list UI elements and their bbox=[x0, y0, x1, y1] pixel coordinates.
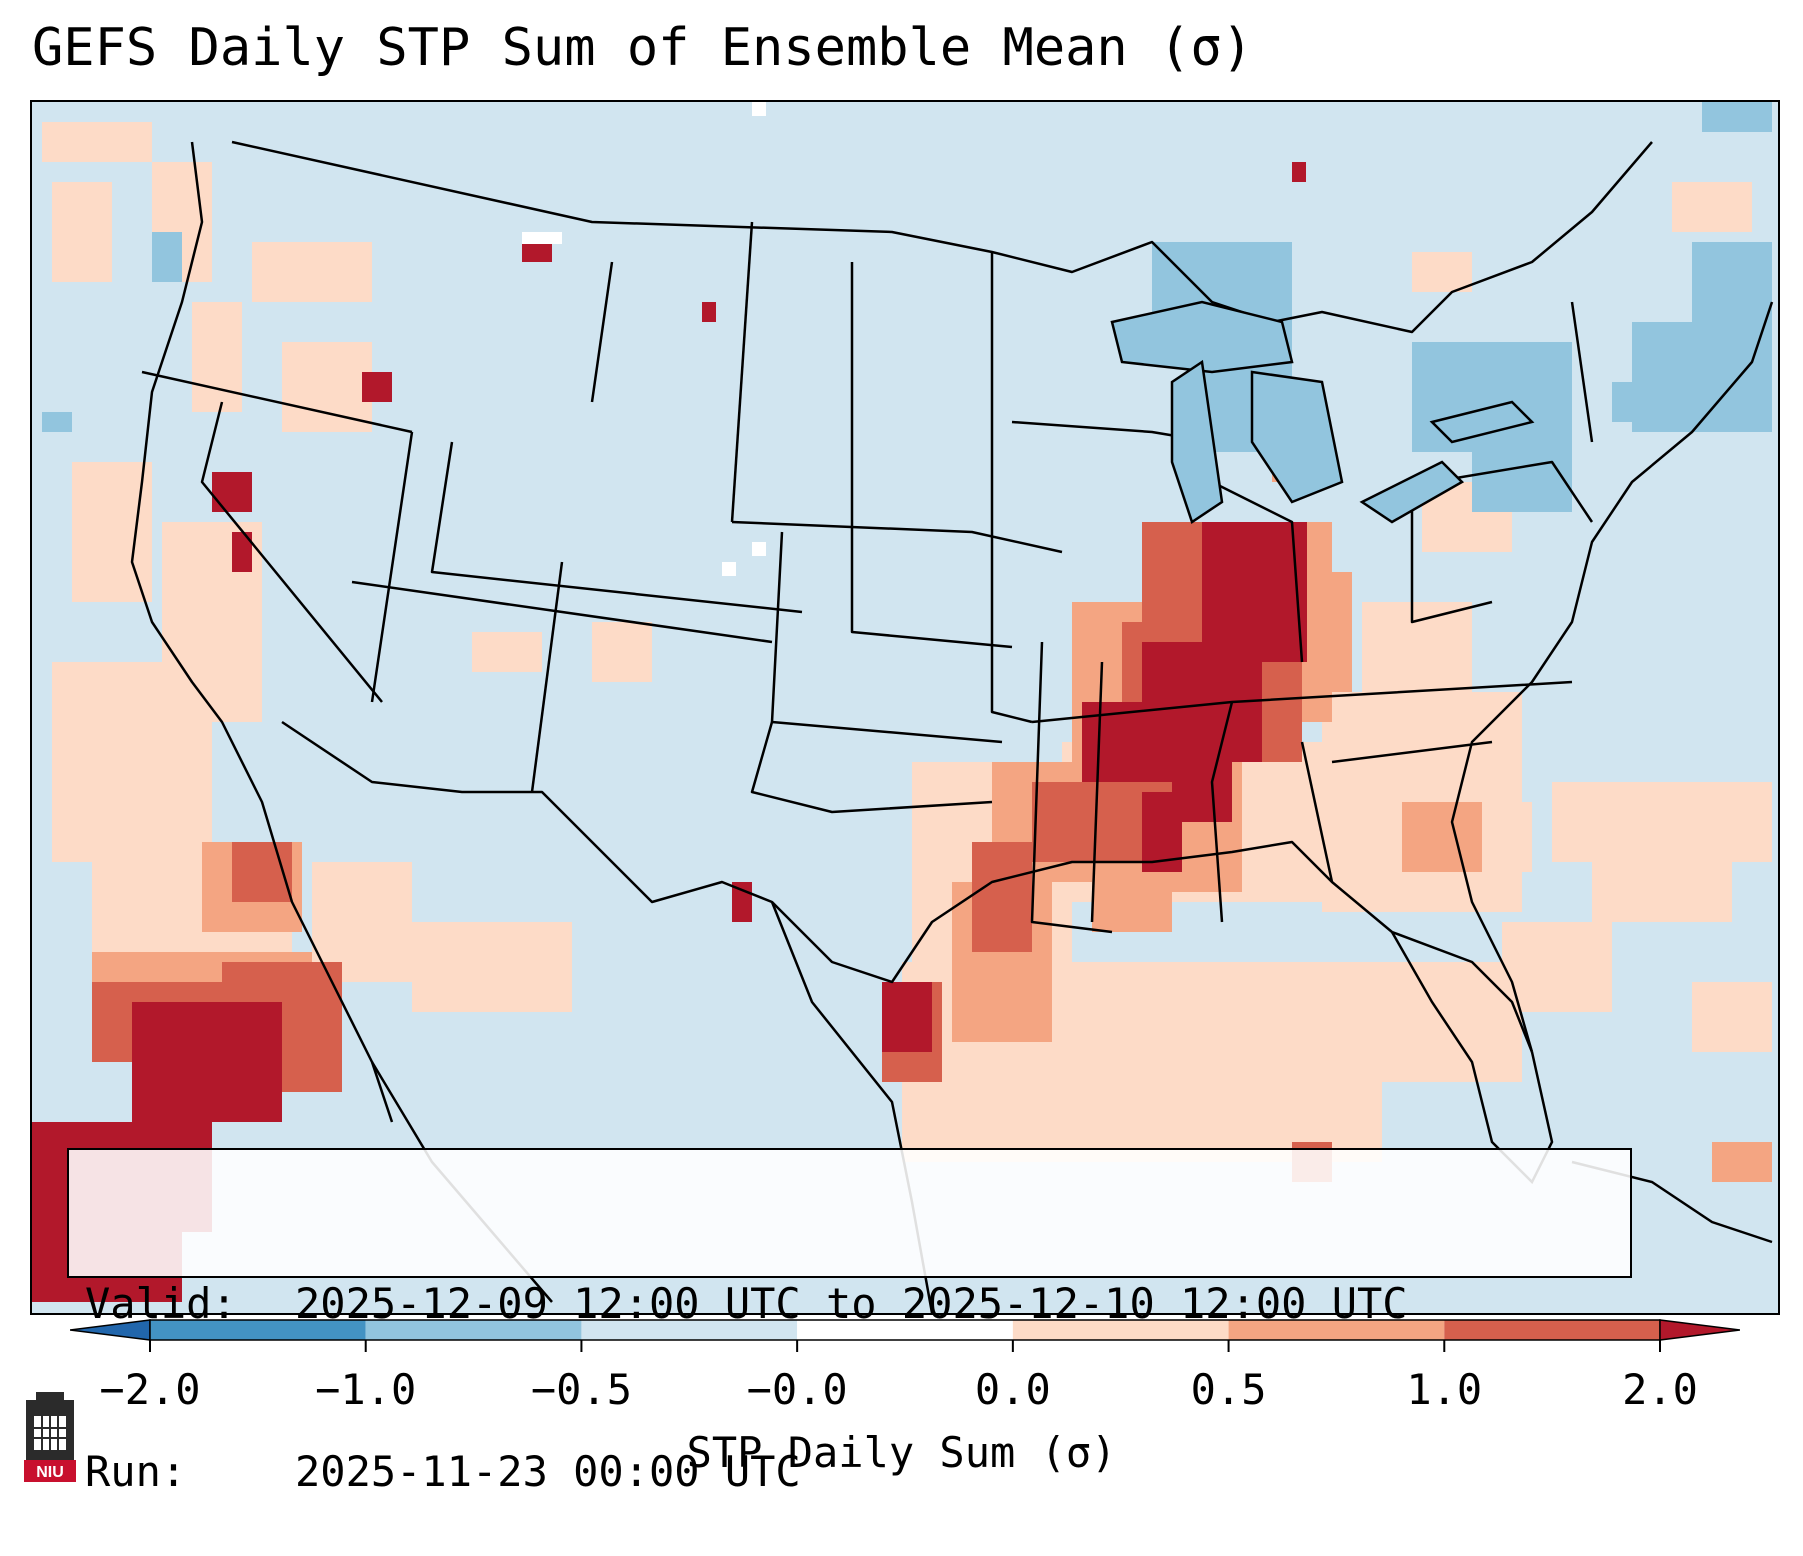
colorbar-tick-label: −0.0 bbox=[746, 1365, 848, 1414]
colorbar-segment bbox=[581, 1320, 798, 1340]
colorbar-tick-label: 2.0 bbox=[1622, 1365, 1698, 1414]
colorbar-extend-low bbox=[70, 1319, 151, 1341]
colorbar-segment bbox=[1444, 1320, 1660, 1340]
map-svg bbox=[32, 102, 1778, 1313]
colorbar-extend-high bbox=[1659, 1319, 1740, 1341]
run-label: Run: bbox=[85, 1447, 187, 1496]
colorbar-tick-label: −2.0 bbox=[99, 1365, 201, 1414]
run-value: 2025-11-23 00:00 UTC bbox=[295, 1447, 801, 1496]
colorbar-segments bbox=[149, 1319, 1661, 1341]
colorbar-segment bbox=[1228, 1320, 1445, 1340]
niu-logo: NIU bbox=[24, 1392, 76, 1482]
stp-zero-cells bbox=[522, 102, 766, 576]
colorbar bbox=[70, 1319, 1740, 1352]
colorbar-tick-label: 0.5 bbox=[1190, 1365, 1267, 1414]
colorbar-segment bbox=[1012, 1320, 1229, 1340]
map-panel bbox=[30, 100, 1780, 1315]
colorbar-ticks bbox=[149, 1340, 1661, 1352]
colorbar-segment bbox=[797, 1320, 1013, 1340]
great-lakes bbox=[1110, 300, 1535, 524]
colorbar-tick-label: −0.5 bbox=[530, 1365, 632, 1414]
logo-text: NIU bbox=[36, 1464, 64, 1481]
chart-title: GEFS Daily STP Sum of Ensemble Mean (σ) bbox=[32, 18, 1253, 78]
colorbar-segment bbox=[365, 1320, 582, 1340]
colorbar-tick-label: 0.0 bbox=[974, 1365, 1051, 1414]
colorbar-tick-label: −1.0 bbox=[315, 1365, 417, 1414]
stp-light-positive-cells bbox=[42, 122, 1772, 1162]
colorbar-tick-label: 1.0 bbox=[1406, 1365, 1483, 1414]
colorbar-segment bbox=[150, 1320, 366, 1340]
stp-negative-cells bbox=[42, 102, 1772, 512]
colorbar-label: STP Daily Sum (σ) bbox=[686, 1428, 1117, 1477]
valid-run-info-box: Valid: 2025-12-09 12:00 UTC to 2025-12-10… bbox=[67, 1148, 1632, 1496]
run-row: Run: 2025-11-23 00:00 UTC bbox=[85, 1444, 1614, 1500]
